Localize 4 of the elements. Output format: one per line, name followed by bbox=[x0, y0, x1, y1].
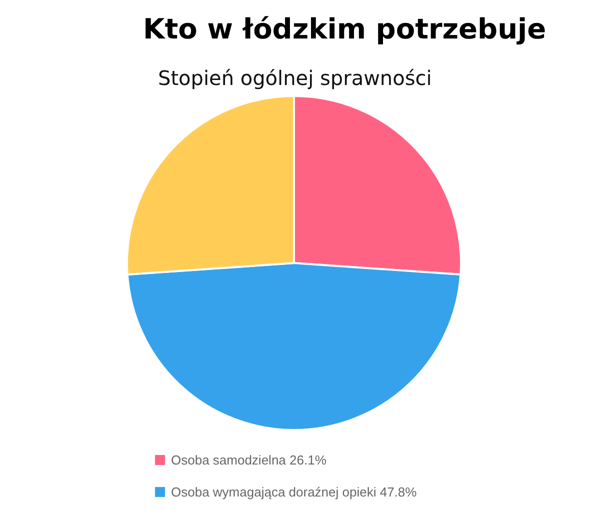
text: Kto w łódzkim potrzebuje bbox=[143, 12, 546, 46]
chart-title: Stopień ogólnej sprawności bbox=[158, 66, 432, 90]
legend-label: Osoba samodzielna 26.1% bbox=[171, 452, 327, 468]
legend-label: Osoba wymagająca doraźnej opieki 47.8% bbox=[171, 484, 418, 500]
